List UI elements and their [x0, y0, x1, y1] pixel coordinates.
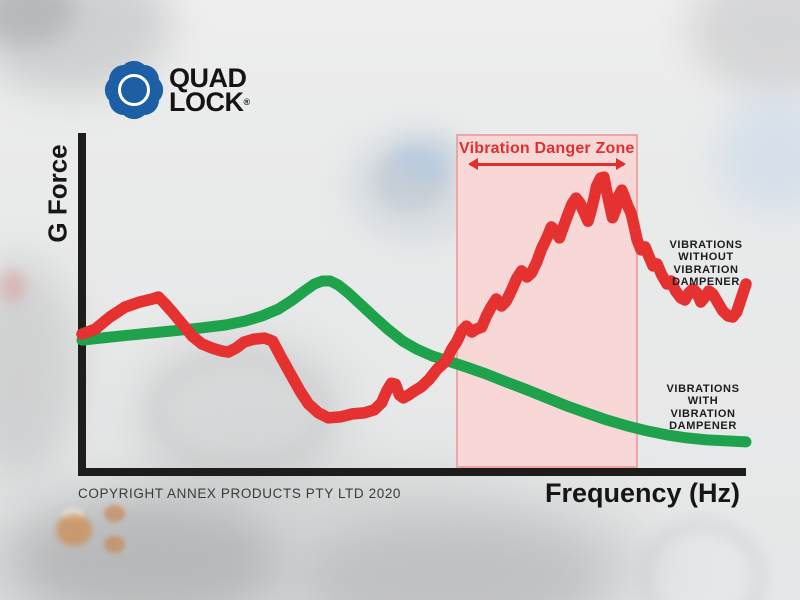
- logo-word-quad: QUAD: [169, 62, 247, 93]
- logo-word-lock: LOCK®: [169, 87, 251, 117]
- label-without-dampener: VIBRATIONS WITHOUT VIBRATION DAMPENER: [669, 239, 743, 288]
- copyright-text: COPYRIGHT ANNEX PRODUCTS PTY LTD 2020: [78, 486, 402, 501]
- x-axis-label: Frequency (Hz): [545, 478, 741, 508]
- quadlock-logo: QUAD LOCK®: [98, 54, 251, 126]
- label-with-dampener: VIBRATIONS WITH VIBRATION DAMPENER: [666, 383, 740, 432]
- registered-mark: ®: [243, 97, 251, 107]
- x-axis-line: [78, 468, 746, 476]
- quadlock-emblem-icon: [98, 54, 170, 126]
- logo-wordmark: QUAD LOCK®: [169, 62, 251, 117]
- danger-zone-label: Vibration Danger Zone: [459, 140, 635, 157]
- line-with-dampener: [76, 275, 752, 448]
- danger-zone-arrow-icon: [467, 158, 626, 170]
- y-axis-line: [78, 133, 86, 476]
- line-without-dampener: [76, 171, 752, 424]
- emblem-ring: [118, 74, 150, 106]
